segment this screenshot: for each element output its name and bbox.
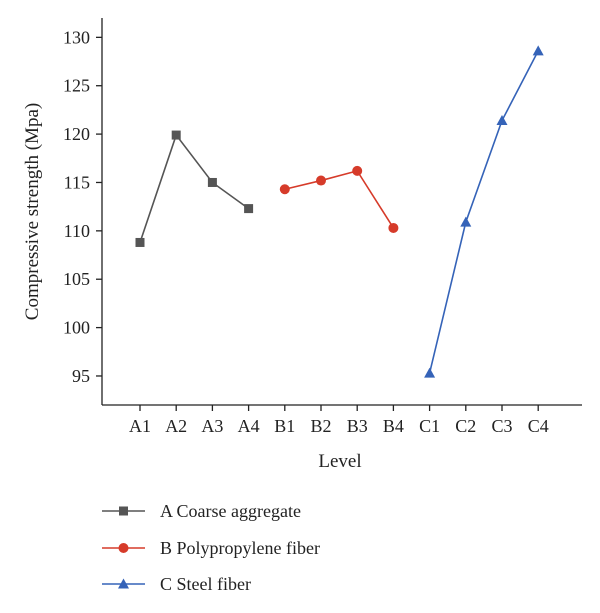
legend-label: B Polypropylene fiber [160,538,320,558]
y-tick-label: 115 [64,172,90,192]
x-tick-label: A4 [238,416,260,436]
series-line [284,169,395,229]
legend: A Coarse aggregate B Polypropylene fiber C… [102,501,320,594]
x-tick-label: C2 [455,416,476,436]
y-tick-label: 120 [63,124,90,144]
data-point [460,216,472,227]
x-tick-label: B3 [347,416,368,436]
series-line [428,50,539,374]
data-point [244,204,254,214]
x-axis-ticks: A1 A2 A3 A4 B1 B2 B3 B4 C1 C2 C3 C4 [129,405,549,436]
legend-marker [118,543,129,553]
data-point [135,237,145,247]
y-tick-label: 110 [64,221,90,241]
legend-label: C Steel fiber [160,574,251,594]
x-tick-label: A1 [129,416,151,436]
y-tick-label: 100 [63,318,90,338]
x-tick-label: B2 [310,416,331,436]
x-tick-label: B1 [274,416,295,436]
y-tick-label: 125 [63,76,90,96]
y-tick-label: 130 [63,27,90,47]
x-tick-label: A2 [165,416,187,436]
axes [101,18,582,406]
y-axis-title: Compressive strength (Mpa) [22,103,43,320]
y-tick-label: 105 [63,269,90,289]
y-tick-label: 95 [72,366,90,386]
series-2 [279,165,399,233]
data-point [352,165,363,176]
series-line [139,133,250,243]
data-point [207,177,217,187]
series-1 [135,130,254,247]
x-axis-title: Level [318,451,361,472]
data-point [532,45,544,56]
data-point [388,222,399,233]
legend-label: A Coarse aggregate [160,501,301,521]
x-tick-label: C1 [419,416,440,436]
legend-item: A Coarse aggregate [102,501,301,521]
x-tick-label: C4 [528,416,549,436]
x-tick-label: B4 [383,416,404,436]
x-tick-label: A3 [201,416,223,436]
y-axis-ticks: 95 100 105 110 115 120 125 130 [63,27,102,386]
series-3 [424,45,544,378]
legend-marker [119,506,128,516]
legend-item: C Steel fiber [102,574,251,594]
series-group [135,45,544,378]
data-point [279,184,290,195]
data-point [496,115,508,126]
legend-marker [118,578,129,589]
data-point [316,175,326,186]
data-point [171,130,181,140]
legend-item: B Polypropylene fiber [102,538,320,558]
x-tick-label: C3 [491,416,512,436]
data-point [424,367,436,378]
